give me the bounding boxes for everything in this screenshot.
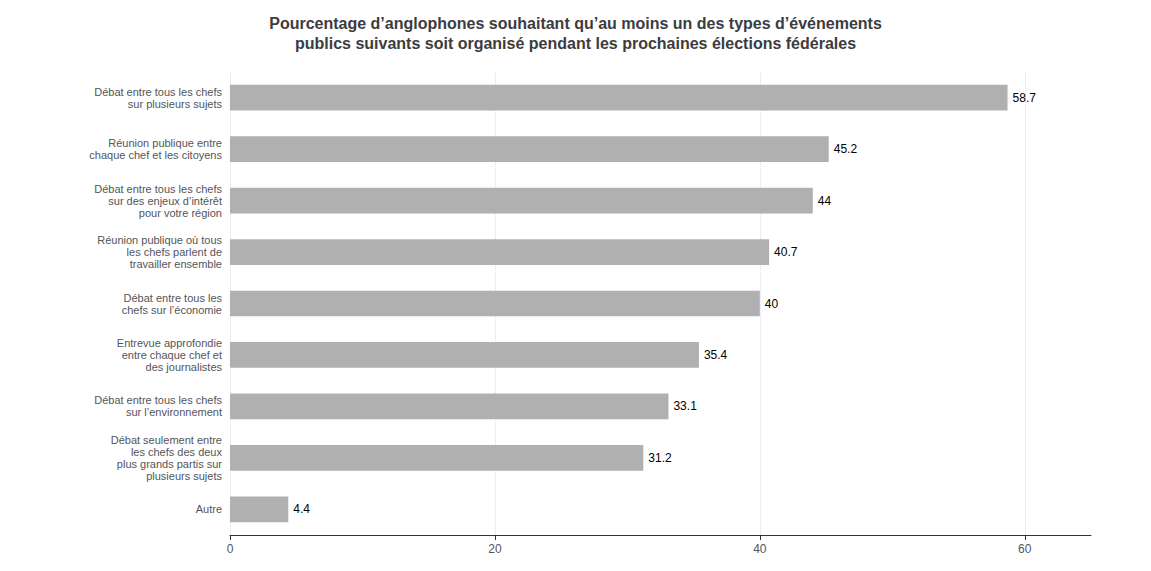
svg-text:Pourcentage d’anglophones souh: Pourcentage d’anglophones souhaitant qu’… [269,15,882,32]
svg-text:les chefs parlent de: les chefs parlent de [127,246,222,258]
svg-text:31.2: 31.2 [648,451,672,465]
svg-text:travailler ensemble: travailler ensemble [130,258,222,270]
svg-text:plusieurs sujets: plusieurs sujets [146,470,222,482]
svg-text:40.7: 40.7 [774,245,798,259]
svg-text:chefs sur l’économie: chefs sur l’économie [122,304,222,316]
svg-text:sur l’environnement: sur l’environnement [126,406,222,418]
svg-text:Débat entre tous les chefs: Débat entre tous les chefs [94,86,222,98]
svg-text:40: 40 [765,297,779,311]
svg-text:Réunion publique où tous: Réunion publique où tous [97,234,222,246]
svg-text:pour votre région: pour votre région [139,207,222,219]
svg-text:Débat entre tous les chefs: Débat entre tous les chefs [94,183,222,195]
svg-text:4.4: 4.4 [293,502,310,516]
svg-text:33.1: 33.1 [673,399,697,413]
svg-text:entre chaque chef et: entre chaque chef et [122,349,222,361]
svg-text:plus grands partis sur: plus grands partis sur [117,458,222,470]
svg-text:40: 40 [753,542,767,556]
svg-text:sur des enjeux d’intérêt: sur des enjeux d’intérêt [108,195,222,207]
svg-text:Réunion publique entre: Réunion publique entre [108,137,222,149]
svg-text:chaque chef et les citoyens: chaque chef et les citoyens [89,149,222,161]
svg-text:les chefs des deux: les chefs des deux [131,446,223,458]
svg-text:60: 60 [1018,542,1032,556]
svg-text:58.7: 58.7 [1013,91,1037,105]
svg-text:45.2: 45.2 [834,142,858,156]
svg-text:Débat entre tous les chefs: Débat entre tous les chefs [94,394,222,406]
svg-text:Débat seulement entre: Débat seulement entre [111,434,222,446]
svg-text:publics suivants soit organisé: publics suivants soit organisé pendant l… [295,35,856,52]
svg-text:sur plusieurs sujets: sur plusieurs sujets [128,98,223,110]
svg-text:Entrevue approfondie: Entrevue approfondie [117,337,222,349]
svg-text:44: 44 [818,194,832,208]
svg-text:des journalistes: des journalistes [146,361,223,373]
svg-text:0: 0 [227,542,234,556]
svg-text:20: 20 [488,542,502,556]
svg-text:Autre: Autre [196,503,222,515]
svg-text:35.4: 35.4 [704,348,728,362]
svg-text:Débat entre tous les: Débat entre tous les [124,292,223,304]
